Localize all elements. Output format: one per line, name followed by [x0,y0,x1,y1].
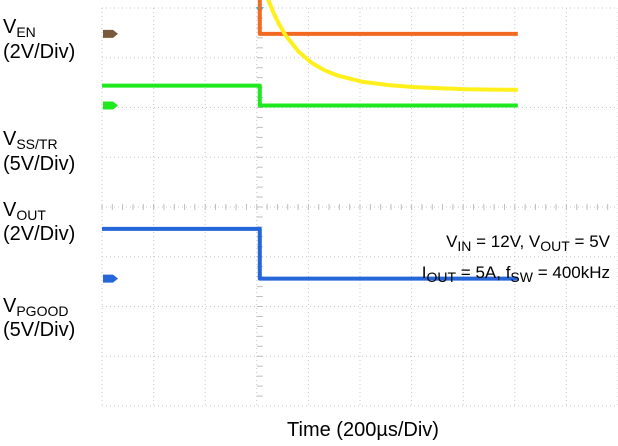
channel-scale-2: (2V/Div) [3,223,75,245]
condition-text: = 5A, f [456,263,511,282]
condition-text: V [446,232,458,251]
ground-marker-0 [103,29,118,38]
condition-line-1: IOUT = 5A, fSW = 400kHz [422,263,610,285]
condition-subscript: OUT [427,269,457,285]
channel-name-1: VSS/TR [3,128,58,152]
channel-name-subscript: PGOOD [16,303,68,319]
trace-2 [266,0,518,92]
condition-line-0: VIN = 12V, VOUT = 5V [446,232,611,254]
channel-name-3: VPGOOD [3,295,68,319]
channel-name-text: V [3,295,17,317]
channel-scale-3: (5V/Div) [3,319,75,341]
condition-text: = 5V [570,232,611,251]
channel-scale-1: (5V/Div) [3,153,75,175]
x-axis-label: Time (200µs/Div) [287,419,439,441]
condition-text: = 400kHz [533,263,610,282]
condition-subscript: SW [510,269,533,285]
waveform-traces [102,0,518,281]
trace-1 [102,83,518,108]
condition-text: I [422,263,427,282]
channel-labels: VEN(2V/Div)VSS/TR(5V/Div)VOUT(2V/Div)VPG… [3,16,75,341]
condition-text: = 12V, V [471,232,541,251]
channel-name-text: V [3,199,17,221]
channel-name-subscript: EN [16,24,35,40]
ground-marker-1 [103,101,118,110]
channel-name-subscript: OUT [16,207,46,223]
condition-subscript: OUT [540,238,570,254]
channel-name-2: VOUT [3,199,46,223]
channel-name-text: V [3,128,17,150]
ground-marker-3 [103,274,118,283]
trace-3 [102,226,518,281]
channel-name-subscript: SS/TR [16,136,57,152]
condition-subscript: IN [457,238,471,254]
channel-name-0: VEN [3,16,36,40]
ground-markers [103,29,118,283]
channel-name-text: V [3,16,17,38]
channel-scale-0: (2V/Div) [3,41,75,63]
trace-0 [257,0,518,36]
